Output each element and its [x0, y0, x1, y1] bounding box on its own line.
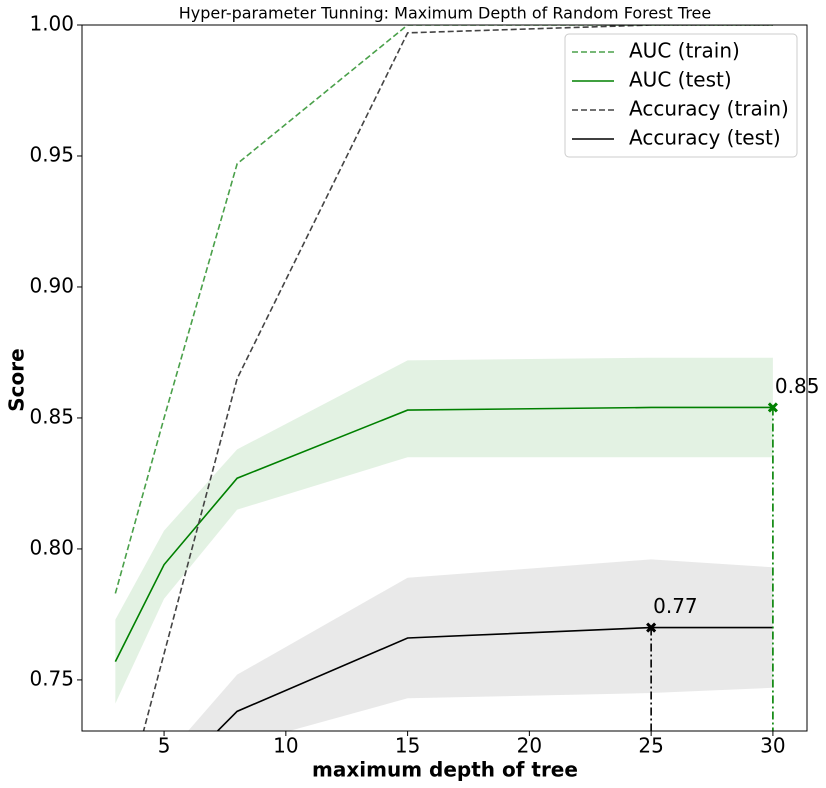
y-tick-label: 0.90: [29, 273, 74, 297]
confidence-band: [115, 357, 773, 704]
series-line: [216, 626, 773, 731]
legend-label: AUC (train): [629, 39, 740, 63]
x-tick-label: 5: [158, 734, 171, 758]
annotation-label: 0.85: [775, 374, 820, 398]
marker: [767, 402, 778, 413]
series-line: [142, 25, 773, 731]
y-tick-label: 1.00: [29, 12, 74, 36]
x-tick-label: 25: [638, 734, 663, 758]
x-tick-label: 20: [517, 734, 542, 758]
chart-title: Hyper-parameter Tunning: Maximum Depth o…: [179, 4, 711, 23]
legend: AUC (train) AUC (test) Accuracy (train) Acc…: [564, 33, 798, 158]
confidence-band: [188, 559, 773, 731]
overlay: 0.85 0.77 AUC (train) AUC (test) Accuracy (t…: [564, 33, 820, 731]
x-axis-label: maximum depth of tree: [312, 758, 578, 782]
y-tick-label: 0.80: [29, 535, 74, 559]
annotation-label: 0.77: [653, 594, 698, 618]
axes-frame: [81, 24, 808, 732]
x-tick-label: 15: [395, 734, 420, 758]
y-tick-label: 0.95: [29, 142, 74, 166]
legend-label: Accuracy (test): [629, 126, 781, 150]
marker: [646, 622, 657, 633]
x-tick-label: 30: [760, 734, 785, 758]
y-axis-label: Score: [5, 348, 29, 411]
legend-label: AUC (test): [629, 68, 732, 92]
x-tick-label: 10: [273, 734, 298, 758]
y-tick-label: 0.85: [29, 404, 74, 428]
y-tick-label: 0.75: [29, 666, 74, 690]
plot-area: [114, 25, 773, 731]
series-line: [114, 406, 773, 662]
legend-label: Accuracy (train): [629, 97, 789, 121]
legend-box: [564, 33, 798, 158]
